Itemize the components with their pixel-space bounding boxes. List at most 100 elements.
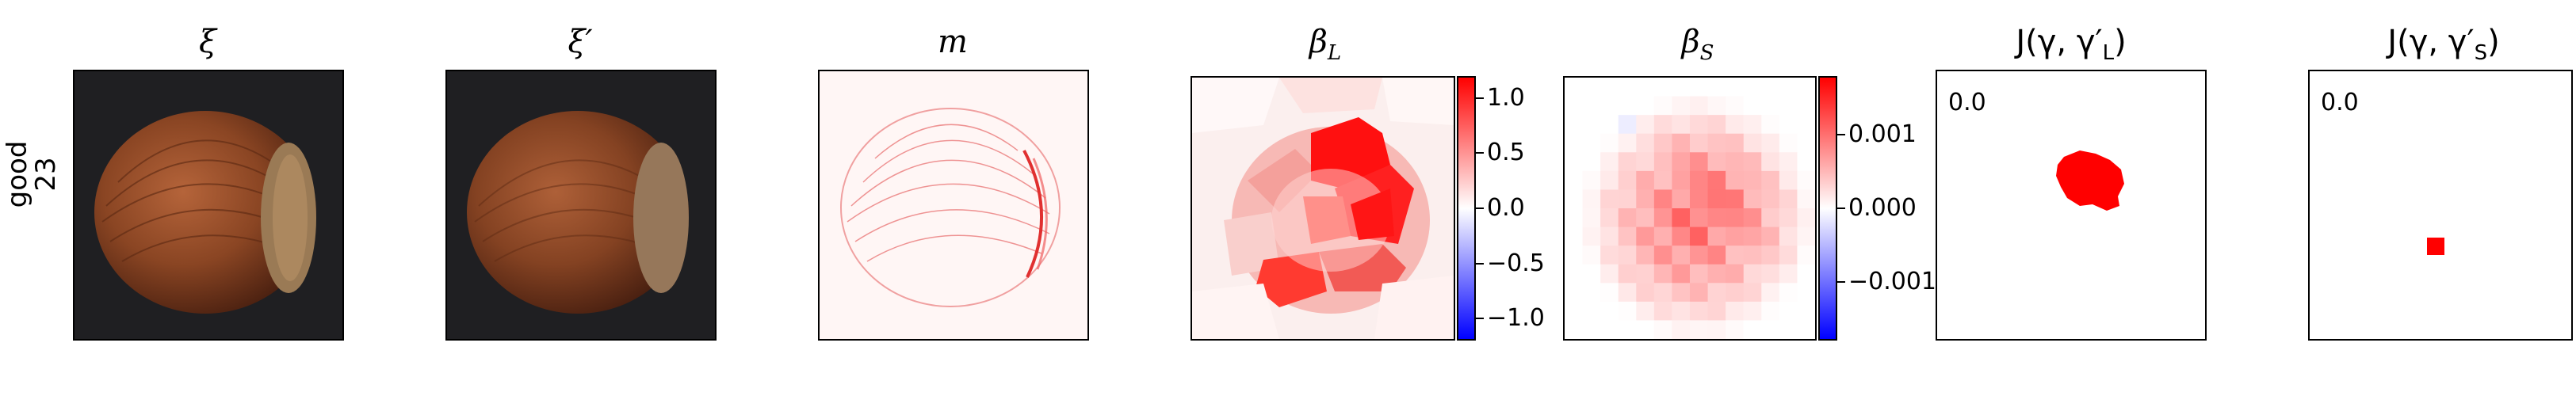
grid-cell: [1726, 170, 1745, 190]
grid-cell: [1761, 227, 1780, 246]
image-xi: [73, 70, 344, 341]
grid-cell: [1653, 152, 1672, 172]
colorbar-beta-l-tick-label: 0.0: [1487, 194, 1525, 222]
title-j-s: J(γ, γ′S): [2308, 24, 2576, 65]
grid-cell: [1743, 227, 1762, 246]
grid-cell: [1707, 246, 1726, 265]
grid-cell: [1600, 78, 1619, 97]
grid-cell: [1636, 283, 1655, 303]
grid-cell: [1653, 246, 1672, 265]
grid-cell: [1600, 320, 1619, 339]
hazelnut-image-reconstructed: [467, 111, 689, 314]
title-m: m: [938, 24, 968, 60]
title-j-s-sub: S: [2474, 41, 2488, 65]
grid-cell: [1797, 189, 1815, 209]
title-xi: ξ: [198, 24, 217, 60]
colorbar-beta-l-tick-label: −1.0: [1487, 304, 1545, 333]
heatmap-beta-l: [1191, 76, 1455, 341]
grid-cell: [1726, 208, 1745, 228]
grid-cell: [1726, 283, 1745, 303]
grid-cell: [1636, 264, 1655, 284]
grid-cell: [1636, 189, 1655, 209]
grid-cell: [1636, 320, 1655, 339]
grid-cell: [1618, 208, 1637, 228]
grid-cell: [1653, 283, 1672, 303]
mask-j-s: 0.0: [2308, 70, 2573, 341]
grid-cell: [1672, 170, 1691, 190]
grid-cell: [1653, 78, 1672, 97]
grid-cell: [1779, 246, 1798, 265]
title-j-s-prefix: J(γ, γ′: [2387, 24, 2475, 60]
grid-cell: [1653, 208, 1672, 228]
grid-cell: [1690, 246, 1709, 265]
grid-cell: [1779, 283, 1798, 303]
grid-cell: [1636, 208, 1655, 228]
grid-cell: [1618, 227, 1637, 246]
heatmap-beta-s: [1563, 76, 1817, 341]
grid-cell: [1618, 115, 1637, 135]
grid-cell: [1636, 133, 1655, 153]
grid-cell: [1672, 227, 1691, 246]
image-xi-prime: [445, 70, 717, 341]
grid-cell: [1618, 301, 1637, 321]
grid-cell: [1600, 152, 1619, 172]
grid-cell: [1797, 301, 1815, 321]
colorbar-beta-l-tickmark: [1476, 318, 1484, 320]
grid-cell: [1743, 264, 1762, 284]
grid-cell: [1726, 115, 1745, 135]
grid-cell: [1779, 152, 1798, 172]
colorbar-beta-s-tick-label: 0.001: [1848, 120, 1917, 149]
grid-cell: [1672, 283, 1691, 303]
grid-cell: [1672, 208, 1691, 228]
grid-cell: [1690, 301, 1709, 321]
grid-cell: [1582, 227, 1601, 246]
grid-cell: [1672, 301, 1691, 321]
grid-cell: [1726, 189, 1745, 209]
grid-cell: [1672, 246, 1691, 265]
grid-cell: [1707, 283, 1726, 303]
grid-cell: [1761, 264, 1780, 284]
grid-cell: [1636, 170, 1655, 190]
grid-cell: [1618, 189, 1637, 209]
image-m: [818, 70, 1089, 341]
grid-cell: [1618, 133, 1637, 153]
row-label-index: 23: [30, 157, 62, 192]
grid-cell: [1761, 283, 1780, 303]
title-beta-l: βL: [1191, 24, 1460, 65]
grid-cell: [1707, 133, 1726, 153]
mask-j-l: 0.0: [1936, 70, 2207, 341]
grid-cell: [1565, 283, 1584, 303]
grid-cell: [1582, 78, 1601, 97]
grid-cell: [1618, 283, 1637, 303]
grid-cell: [1672, 133, 1691, 153]
title-beta-s-sub: S: [1699, 41, 1714, 65]
grid-cell: [1779, 264, 1798, 284]
title-beta-s: βS: [1563, 24, 1833, 65]
grid-cell: [1600, 264, 1619, 284]
grid-cell: [1690, 152, 1709, 172]
grid-cell: [1565, 115, 1584, 135]
grid-cell: [1582, 246, 1601, 265]
grid-cell: [1743, 78, 1762, 97]
grid-cell: [1653, 115, 1672, 135]
grid-cell: [1761, 78, 1780, 97]
grid-cell: [1582, 301, 1601, 321]
grid-cell: [1707, 320, 1726, 339]
row-label-class: good: [2, 140, 33, 208]
grid-cell: [1618, 170, 1637, 190]
grid-cell: [1761, 170, 1780, 190]
grid-cell: [1707, 189, 1726, 209]
score-j-l: 0.0: [1948, 89, 1986, 116]
grid-cell: [1726, 133, 1745, 153]
grid-cell: [1565, 189, 1584, 209]
title-j-l-sub: L: [2102, 41, 2115, 65]
grid-cell: [1797, 115, 1815, 135]
title-beta-s-main: β: [1681, 24, 1700, 60]
grid-cell: [1761, 301, 1780, 321]
grid-cell: [1726, 78, 1745, 97]
grid-cell: [1565, 96, 1584, 116]
grid-cell: [1565, 152, 1584, 172]
grid-cell: [1707, 208, 1726, 228]
grid-cell: [1690, 96, 1709, 116]
grid-cell: [1743, 283, 1762, 303]
